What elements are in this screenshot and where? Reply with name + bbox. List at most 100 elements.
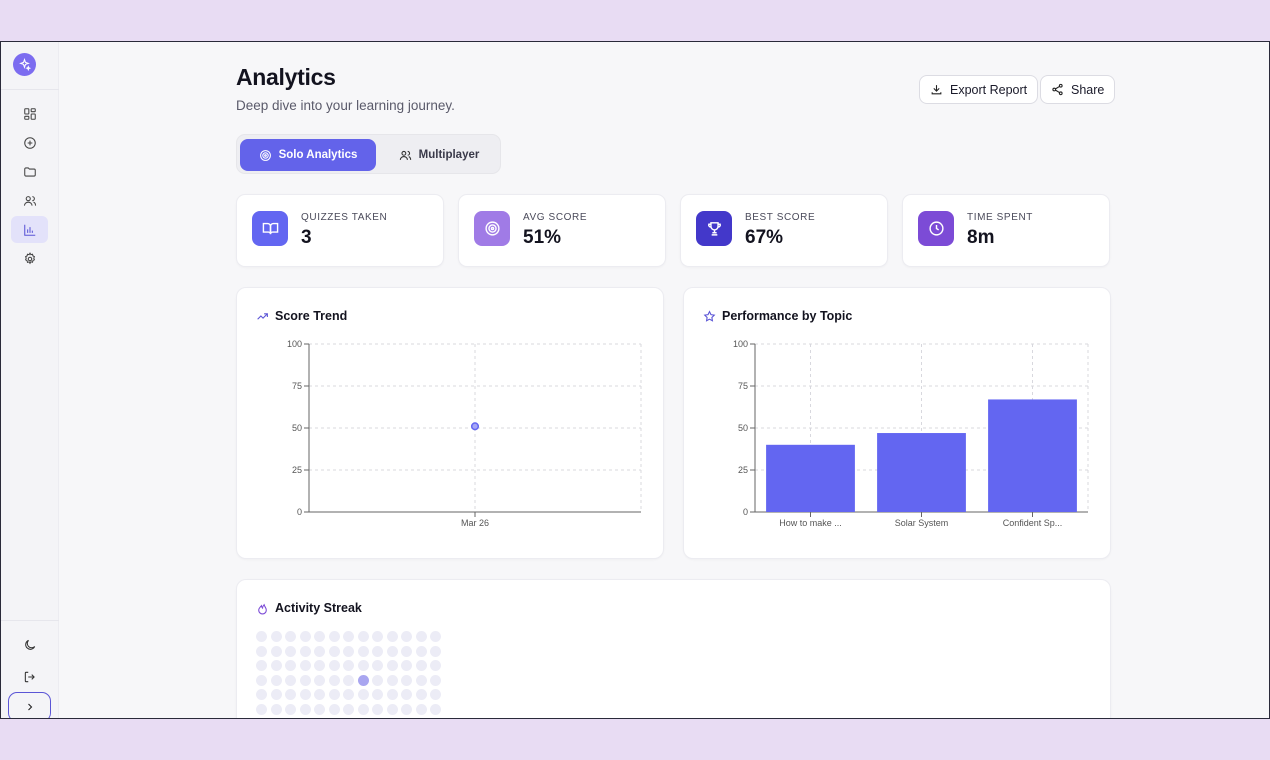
- streak-day: [386, 689, 398, 700]
- stat-icon-tile: [696, 211, 732, 246]
- chevron-right-icon: [27, 703, 32, 711]
- streak-day: [430, 645, 441, 657]
- streak-day: [386, 703, 398, 715]
- app-logo[interactable]: [13, 53, 36, 76]
- expand-sidebar-button[interactable]: [8, 692, 51, 718]
- streak-day: [415, 674, 427, 686]
- bar-chart-icon: [23, 224, 35, 236]
- streak-day: [357, 674, 369, 686]
- stat-label: AVG SCORE: [523, 212, 588, 223]
- export-report-label: Export Report: [950, 82, 1028, 97]
- streak-day: [270, 631, 282, 642]
- clock-icon: [928, 221, 944, 236]
- streak-day: [357, 689, 369, 700]
- streak-day: [430, 660, 441, 671]
- streak-day: [357, 645, 369, 657]
- y-tick-label: 50: [292, 423, 302, 433]
- streak-day: [343, 660, 354, 671]
- streak-day: [328, 689, 340, 700]
- stat-value: 51%: [523, 227, 562, 248]
- streak-day: [358, 718, 369, 719]
- streak-day: [386, 660, 398, 671]
- stat-label: TIME SPENT: [967, 212, 1034, 223]
- flame-icon: [258, 603, 267, 614]
- streak-day: [328, 703, 340, 715]
- y-tick-label: 75: [738, 381, 748, 391]
- stat-value: 67%: [745, 227, 784, 248]
- book-icon: [262, 222, 278, 235]
- stat-label: BEST SCORE: [745, 212, 816, 223]
- streak-day: [285, 718, 296, 719]
- theme-toggle[interactable]: [11, 631, 48, 658]
- page-subtitle: Deep dive into your learning journey.: [236, 98, 455, 113]
- streak-day: [430, 674, 441, 686]
- plus-circle-icon: [23, 136, 36, 149]
- score-trend-title-text: Score Trend: [275, 309, 348, 323]
- tab-solo-analytics[interactable]: Solo Analytics: [240, 139, 376, 171]
- y-tick-label: 25: [292, 465, 302, 475]
- stat-card-time-spent: TIME SPENT 8m: [902, 194, 1110, 267]
- sidebar-item-settings[interactable]: [11, 245, 48, 272]
- activity-streak-card: Activity Streak: [236, 579, 1111, 719]
- sidebar-item-library[interactable]: [11, 158, 48, 185]
- streak-day: [299, 689, 311, 700]
- settings-icon: [24, 251, 35, 264]
- share-button[interactable]: Share: [1040, 75, 1116, 104]
- export-report-button[interactable]: Export Report: [919, 75, 1039, 104]
- tab-multiplayer-label: Multiplayer: [418, 149, 480, 161]
- streak-day: [299, 645, 311, 657]
- sidebar-item-dashboard[interactable]: [11, 100, 48, 127]
- streak-day: [372, 718, 383, 719]
- streak-day: [372, 631, 383, 642]
- streak-day: [314, 703, 325, 715]
- users-icon: [399, 150, 411, 160]
- streak-day: [372, 689, 383, 700]
- folder-icon: [23, 166, 36, 177]
- target-icon: [484, 221, 500, 236]
- streak-day: [328, 674, 340, 686]
- y-tick-label: 0: [297, 507, 302, 517]
- share-label: Share: [1071, 82, 1105, 97]
- target-icon: [259, 149, 271, 161]
- streak-day: [328, 631, 340, 642]
- score-trend-title: Score Trend: [256, 309, 347, 323]
- streak-day: [256, 674, 267, 686]
- streak-grid: [256, 631, 441, 719]
- streak-day: [270, 645, 282, 657]
- logout-button[interactable]: [11, 663, 48, 690]
- streak-day: [299, 674, 311, 686]
- sidebar-item-multiplayer[interactable]: [11, 187, 48, 214]
- streak-day: [401, 689, 412, 700]
- streak-day: [401, 631, 412, 642]
- analytics-mode-tabs: Solo Analytics Multiplayer: [236, 134, 501, 174]
- download-icon: [931, 85, 942, 95]
- y-tick-label: 75: [292, 381, 302, 391]
- y-tick-label: 50: [738, 423, 748, 433]
- activity-streak-title-text: Activity Streak: [275, 601, 362, 615]
- score-trend-card: Score Trend 0 25 50 75 100 Mar 26: [236, 287, 664, 559]
- star-icon: [703, 309, 716, 322]
- sidebar: [1, 42, 59, 718]
- streak-day: [328, 660, 340, 671]
- streak-day: [401, 674, 412, 686]
- streak-day: [299, 703, 311, 715]
- tab-multiplayer[interactable]: Multiplayer: [380, 139, 498, 171]
- tab-solo-analytics-label: Solo Analytics: [278, 149, 358, 161]
- streak-day: [416, 718, 427, 719]
- streak-day: [314, 674, 325, 686]
- x-tick-label: Confident Sp...: [1003, 518, 1063, 528]
- app-window: Analytics Deep dive into your learning j…: [0, 41, 1270, 719]
- streak-day: [357, 631, 369, 642]
- stat-label: QUIZZES TAKEN: [301, 212, 388, 223]
- y-tick-label: 0: [743, 507, 748, 517]
- stat-value: 3: [301, 227, 312, 248]
- sidebar-item-analytics[interactable]: [11, 216, 48, 243]
- sidebar-item-create[interactable]: [11, 129, 48, 156]
- bar: [988, 399, 1077, 512]
- streak-day: [285, 645, 296, 657]
- streak-day: [270, 660, 282, 671]
- streak-day: [256, 660, 267, 671]
- streak-day: [343, 718, 354, 719]
- streak-day: [401, 703, 412, 715]
- streak-day: [256, 703, 267, 715]
